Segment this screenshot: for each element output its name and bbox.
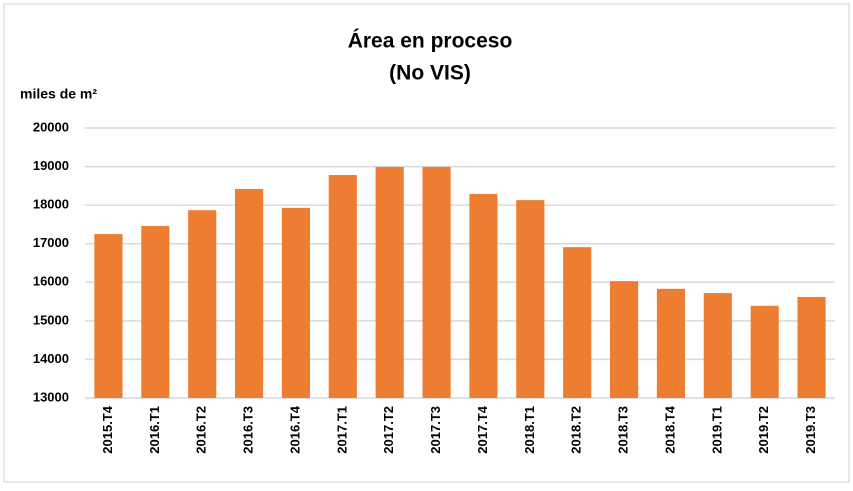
bar	[281, 207, 310, 398]
bar	[797, 296, 826, 398]
chart-subtitle: (No VIS)	[389, 62, 471, 85]
x-tick-label: 2017.T1	[334, 406, 349, 454]
x-tick-label: 2016.T2	[194, 406, 209, 454]
bar	[188, 210, 217, 398]
y-tick-label: 19000	[33, 158, 69, 173]
y-axis-label: miles de m²	[20, 86, 97, 102]
y-tick-label: 14000	[33, 351, 69, 366]
x-tick-label: 2018.T1	[522, 406, 537, 454]
x-tick-label: 2019.T2	[756, 406, 771, 454]
bar	[703, 293, 732, 398]
y-tick-label: 16000	[33, 274, 69, 289]
x-tick-label: 2017.T2	[381, 406, 396, 454]
y-tick-label: 15000	[33, 312, 69, 327]
x-tick-label: 2018.T4	[662, 405, 677, 453]
y-tick-label: 20000	[33, 119, 69, 134]
bar	[94, 234, 123, 398]
x-tick-label: 2016.T4	[287, 405, 302, 453]
x-tick-label: 2019.T1	[709, 406, 724, 454]
bar	[563, 247, 592, 398]
y-tick-label: 18000	[33, 197, 69, 212]
bar	[235, 188, 264, 398]
x-tick-label: 2018.T2	[569, 406, 584, 454]
bar	[610, 281, 639, 398]
y-tick-label: 17000	[33, 235, 69, 250]
bar	[656, 288, 685, 398]
bar	[516, 200, 545, 398]
x-tick-label: 2018.T3	[616, 406, 631, 454]
bar	[469, 193, 498, 398]
bar	[375, 166, 404, 398]
bar	[141, 225, 170, 398]
bar	[750, 305, 779, 398]
x-tick-label: 2015.T4	[100, 405, 115, 453]
x-tick-label: 2016.T1	[147, 406, 162, 454]
chart-title: Área en proceso	[348, 30, 513, 53]
y-tick-label: 13000	[33, 389, 69, 404]
x-tick-label: 2017.T4	[475, 405, 490, 453]
bar	[422, 166, 451, 398]
x-tick-label: 2016.T3	[241, 406, 256, 454]
x-tick-label: 2017.T3	[428, 406, 443, 454]
bar	[328, 175, 357, 398]
x-tick-label: 2019.T3	[803, 406, 818, 454]
